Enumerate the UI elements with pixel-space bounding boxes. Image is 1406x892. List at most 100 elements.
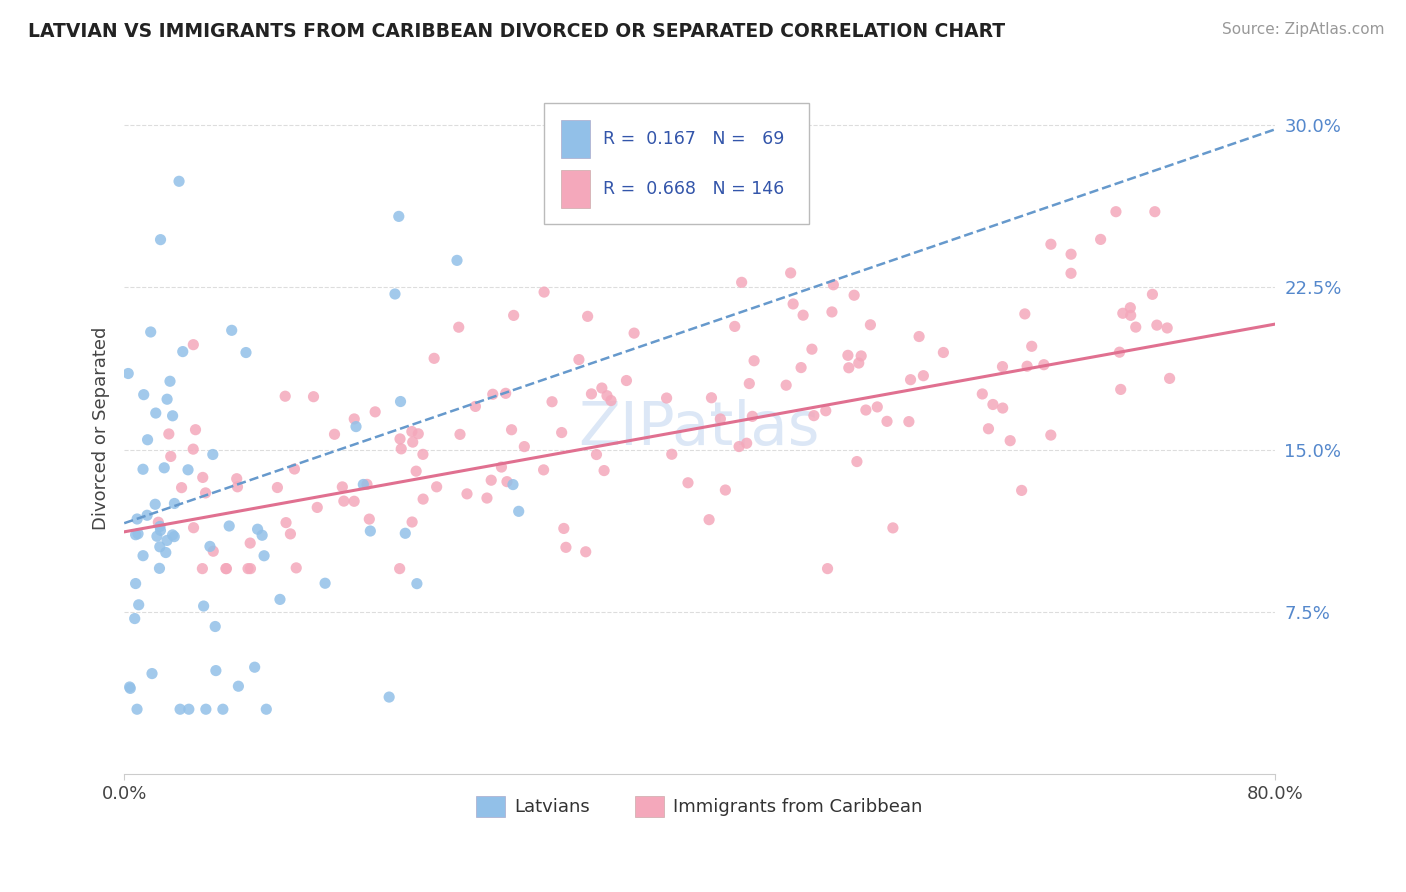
Point (202, 544, 225, 558)
Point (143, 497, 166, 511)
Point (269, 592, 291, 607)
Point (845, 454, 868, 468)
Point (730, 276, 752, 290)
Point (389, 432, 412, 446)
Point (412, 492, 434, 507)
Point (236, 561, 259, 575)
Point (155, 545, 177, 559)
Point (177, 702, 200, 716)
Point (402, 435, 425, 450)
Point (343, 494, 366, 508)
Point (728, 440, 751, 454)
Point (170, 481, 193, 495)
Point (253, 549, 276, 563)
Point (814, 404, 837, 418)
Point (550, 425, 572, 440)
Point (266, 481, 288, 495)
Point (882, 521, 904, 535)
Point (359, 512, 381, 526)
Point (855, 403, 877, 417)
Point (700, 391, 723, 405)
Point (364, 405, 387, 419)
Point (623, 326, 645, 340)
Point (817, 561, 839, 575)
Point (177, 463, 200, 477)
Point (1119, 301, 1142, 315)
Point (991, 359, 1014, 374)
Point (821, 305, 844, 319)
Text: Source: ZipAtlas.com: Source: ZipAtlas.com (1222, 22, 1385, 37)
Point (184, 423, 207, 437)
Point (389, 394, 412, 409)
Point (194, 486, 217, 500)
Point (215, 561, 238, 575)
Point (900, 373, 922, 387)
Point (779, 266, 801, 280)
Point (600, 393, 623, 408)
Point (198, 540, 221, 554)
Point (1090, 232, 1112, 246)
Point (139, 325, 162, 339)
Point (136, 508, 159, 523)
Point (246, 522, 269, 536)
Point (502, 309, 524, 323)
Point (981, 397, 1004, 411)
Point (479, 473, 502, 487)
Point (866, 400, 889, 414)
Point (157, 426, 180, 441)
Point (285, 561, 308, 575)
Point (1146, 318, 1168, 332)
Text: R =  0.167   N =   69: R = 0.167 N = 69 (603, 129, 785, 148)
Point (655, 391, 678, 405)
Point (790, 360, 813, 375)
Point (1032, 358, 1054, 372)
Point (792, 308, 814, 322)
Point (225, 472, 247, 486)
Point (998, 434, 1021, 448)
Point (714, 483, 737, 497)
Point (127, 526, 149, 541)
Point (508, 504, 530, 518)
Point (724, 319, 747, 334)
Point (388, 561, 411, 575)
Point (1119, 309, 1142, 323)
Point (149, 524, 172, 538)
Point (124, 576, 146, 591)
Bar (561, 120, 591, 158)
Point (235, 345, 257, 359)
Point (908, 329, 931, 343)
Point (449, 427, 471, 442)
Point (842, 288, 865, 302)
Point (181, 442, 204, 457)
Point (356, 477, 378, 491)
Point (215, 561, 238, 575)
Point (153, 460, 176, 475)
Point (323, 427, 346, 442)
Point (159, 450, 181, 464)
Point (1039, 237, 1062, 252)
Point (1060, 266, 1083, 280)
Point (735, 436, 758, 450)
Point (456, 487, 478, 501)
Point (149, 540, 172, 554)
Point (148, 515, 170, 529)
Point (491, 460, 513, 475)
Point (849, 349, 872, 363)
Point (132, 387, 155, 401)
Point (118, 680, 141, 694)
Point (162, 528, 184, 542)
Point (201, 448, 224, 462)
Point (800, 342, 823, 356)
Point (1143, 204, 1166, 219)
Point (149, 519, 172, 533)
Point (501, 423, 523, 437)
Point (352, 477, 374, 491)
Point (576, 310, 599, 324)
Point (782, 297, 804, 311)
Point (837, 348, 859, 362)
Point (838, 360, 860, 375)
Point (204, 619, 226, 633)
Point (1108, 345, 1130, 359)
Point (212, 702, 235, 716)
Point (709, 412, 731, 426)
